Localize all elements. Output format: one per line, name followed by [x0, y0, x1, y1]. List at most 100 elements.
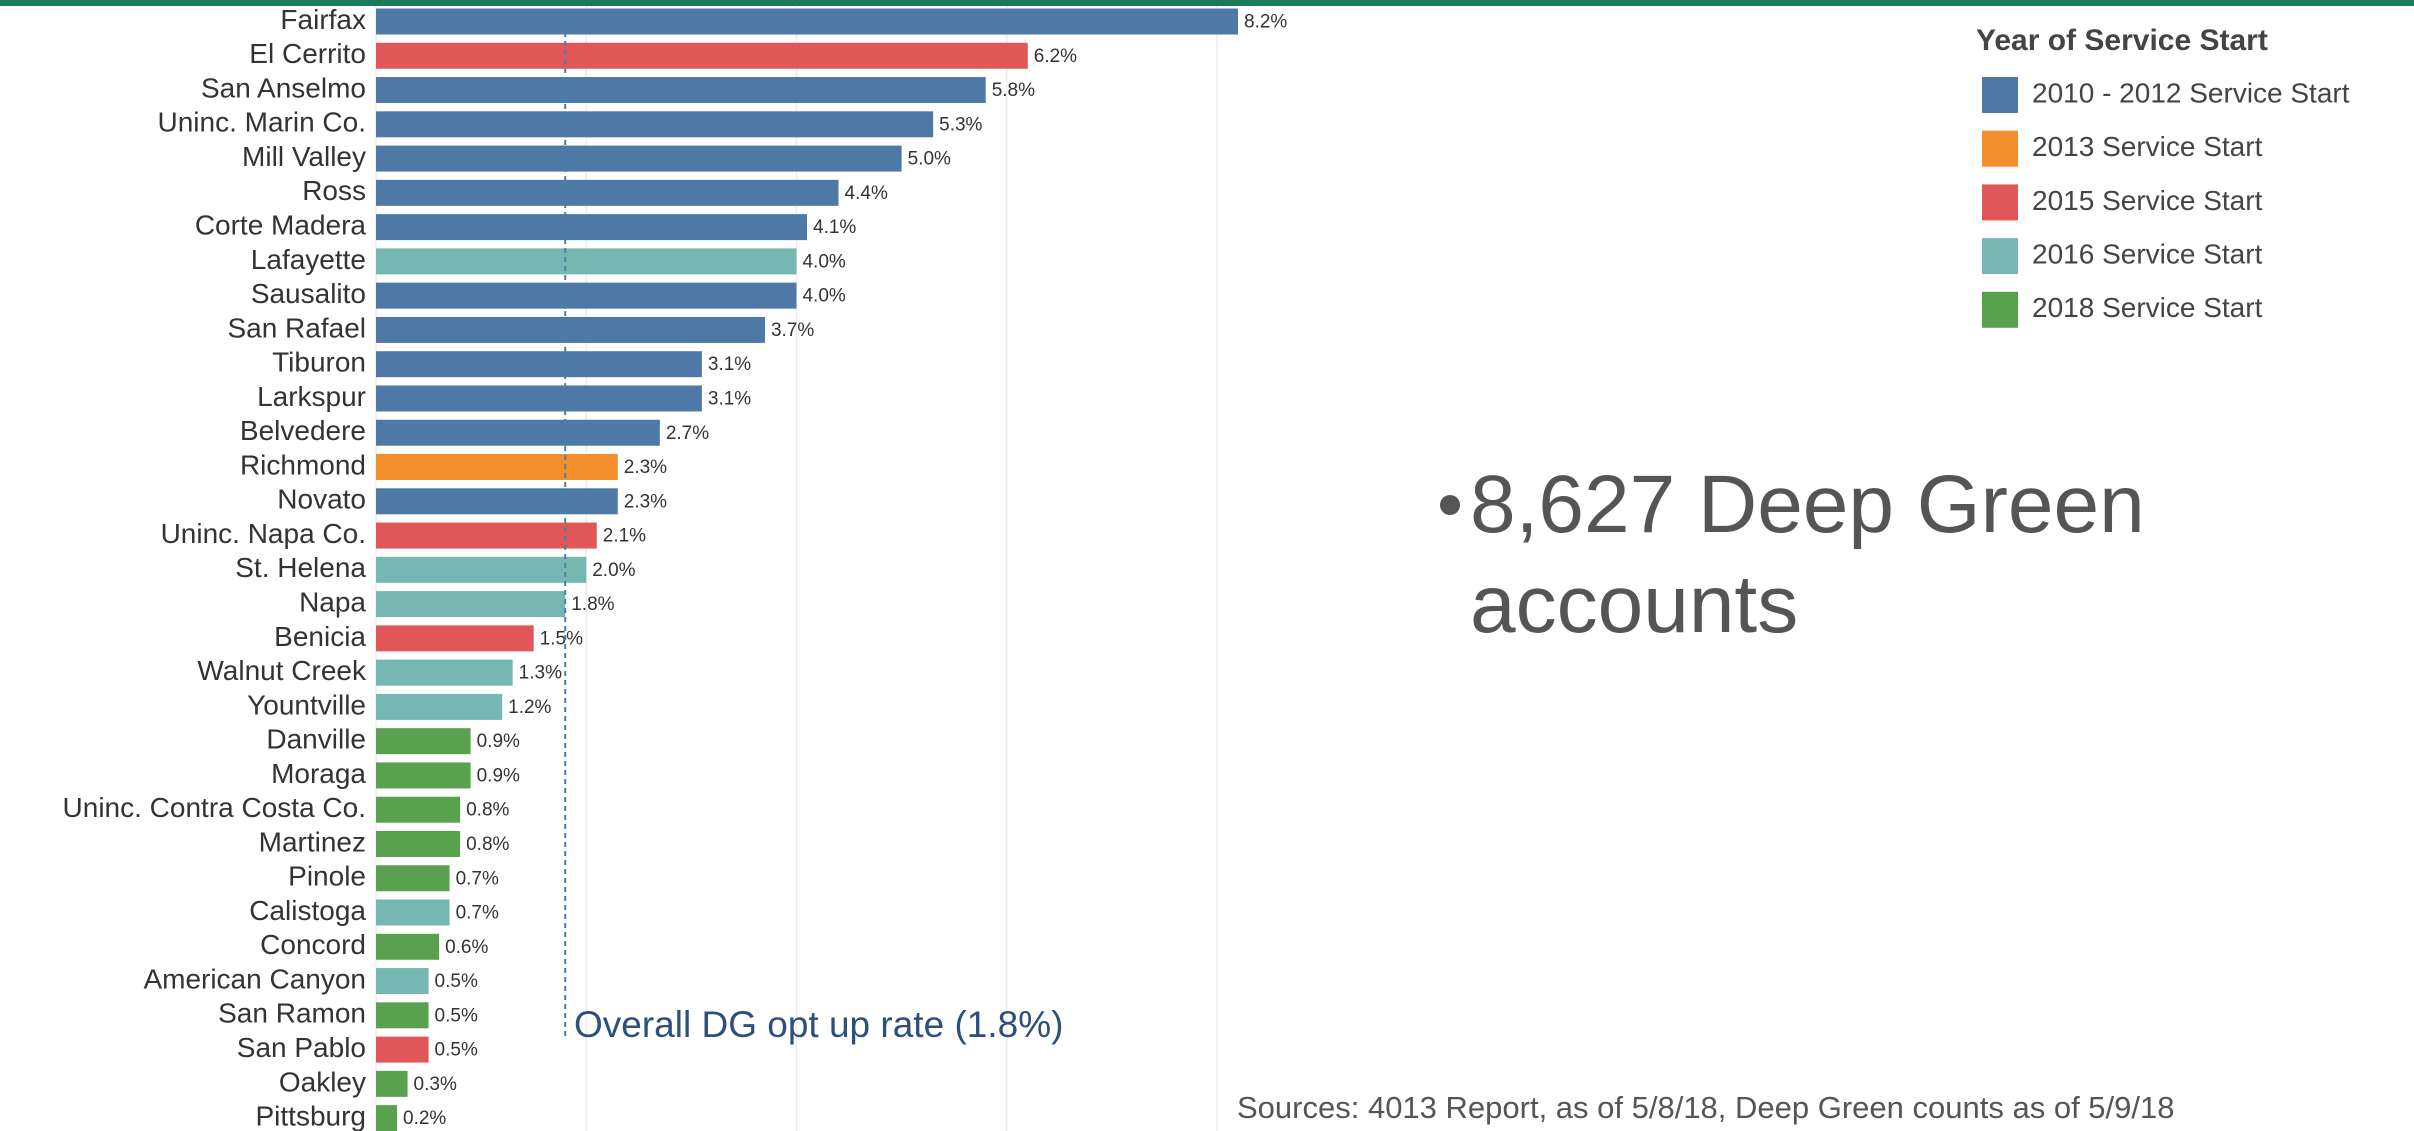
- value-label: 0.5%: [435, 971, 478, 992]
- bar: [376, 248, 797, 275]
- value-label: 2.1%: [603, 526, 646, 547]
- legend-swatch: [1982, 238, 2018, 275]
- category-label: Concord: [260, 929, 366, 960]
- category-label: Pittsburg: [256, 1101, 367, 1131]
- bar: [376, 728, 471, 755]
- value-label: 0.7%: [456, 868, 499, 889]
- bar: [376, 659, 513, 686]
- value-label: 2.7%: [666, 423, 709, 444]
- value-label: 3.1%: [708, 354, 751, 375]
- category-label: Walnut Creek: [197, 655, 367, 686]
- value-label: 0.8%: [466, 834, 509, 855]
- category-label: El Cerrito: [249, 38, 366, 69]
- bar: [376, 316, 765, 343]
- value-label: 2.3%: [624, 491, 667, 512]
- legend-swatch: [1982, 291, 2018, 328]
- value-label: 4.4%: [845, 183, 888, 204]
- value-label: 8.2%: [1244, 12, 1287, 33]
- category-label: St. Helena: [235, 552, 366, 583]
- category-label: Moraga: [271, 758, 366, 789]
- bar: [376, 385, 702, 412]
- bullet-dot: [1440, 495, 1460, 515]
- value-label: 1.5%: [540, 628, 583, 649]
- bar: [376, 145, 902, 172]
- bar: [376, 625, 534, 652]
- value-label: 3.7%: [771, 320, 814, 341]
- bar: [376, 865, 450, 892]
- value-label: 0.9%: [477, 731, 520, 752]
- category-label: San Ramon: [218, 998, 366, 1029]
- category-label: Ross: [302, 175, 366, 206]
- bar: [376, 933, 440, 960]
- value-label: 4.0%: [802, 286, 845, 307]
- bar: [376, 351, 702, 378]
- value-label: 5.8%: [992, 80, 1035, 101]
- bar: [376, 282, 797, 309]
- category-label: Danville: [266, 724, 366, 755]
- bar: [376, 1002, 429, 1029]
- category-label: Corte Madera: [195, 210, 367, 241]
- bar: [376, 522, 597, 549]
- bar: [376, 454, 618, 481]
- bar: [376, 214, 807, 241]
- value-label: 0.2%: [403, 1108, 446, 1129]
- legend-title: Year of Service Start: [1976, 24, 2268, 57]
- category-label: Richmond: [240, 449, 366, 480]
- value-label: 0.6%: [445, 937, 488, 958]
- legend-label: 2016 Service Start: [2032, 238, 2263, 269]
- value-label: 2.0%: [592, 560, 635, 581]
- legend-label: 2010 - 2012 Service Start: [2032, 77, 2350, 108]
- bar: [376, 796, 461, 823]
- category-label: Uninc. Napa Co.: [161, 518, 366, 549]
- category-label: Belvedere: [240, 415, 366, 446]
- category-label: Martinez: [259, 826, 366, 857]
- bar: [376, 488, 618, 515]
- category-label: Napa: [299, 586, 366, 617]
- value-label: 5.0%: [908, 149, 951, 170]
- top-border: [0, 0, 2414, 6]
- bar: [376, 8, 1238, 35]
- bar: [376, 899, 450, 926]
- bar: [376, 419, 660, 446]
- legend-swatch: [1982, 130, 2018, 167]
- category-label: Mill Valley: [242, 141, 366, 172]
- legend-label: 2015 Service Start: [2032, 185, 2263, 216]
- bar: [376, 1105, 398, 1131]
- bar: [376, 830, 461, 857]
- value-label: 4.1%: [813, 217, 856, 238]
- category-label: Oakley: [279, 1066, 366, 1097]
- category-label: Uninc. Contra Costa Co.: [63, 792, 366, 823]
- value-label: 0.3%: [414, 1074, 457, 1095]
- legend-label: 2013 Service Start: [2032, 131, 2263, 162]
- bar: [376, 111, 934, 138]
- legend-swatch: [1982, 184, 2018, 221]
- category-label: Novato: [277, 484, 366, 515]
- value-label: 0.5%: [435, 1005, 478, 1026]
- value-label: 6.2%: [1034, 46, 1077, 67]
- bar: [376, 1070, 408, 1097]
- bar: [376, 591, 566, 618]
- value-label: 0.5%: [435, 1040, 478, 1061]
- legend-label: 2018 Service Start: [2032, 292, 2263, 323]
- reference-label: Overall DG opt up rate (1.8%): [574, 1004, 1063, 1045]
- bullet-text: 8,627 Deep Green accounts: [1470, 459, 2145, 650]
- legend-swatch: [1982, 77, 2018, 113]
- bar: [376, 762, 471, 789]
- category-label: Fairfax: [280, 4, 366, 35]
- category-label: Lafayette: [251, 244, 366, 275]
- value-label: 0.8%: [466, 800, 509, 821]
- value-label: 1.8%: [571, 594, 614, 615]
- value-label: 4.0%: [802, 251, 845, 272]
- bar: [376, 693, 503, 720]
- category-label: Yountville: [247, 689, 366, 720]
- category-label: Calistoga: [249, 895, 366, 926]
- category-label: San Rafael: [227, 312, 366, 343]
- value-label: 1.2%: [508, 697, 551, 718]
- category-label: Tiburon: [272, 347, 366, 378]
- category-label: Uninc. Marin Co.: [157, 107, 366, 138]
- category-label: Pinole: [288, 861, 366, 892]
- value-label: 5.3%: [939, 114, 982, 135]
- sources: Sources: 4013 Report, as of 5/8/18, Deep…: [1237, 1090, 2175, 1125]
- value-label: 1.3%: [519, 663, 562, 684]
